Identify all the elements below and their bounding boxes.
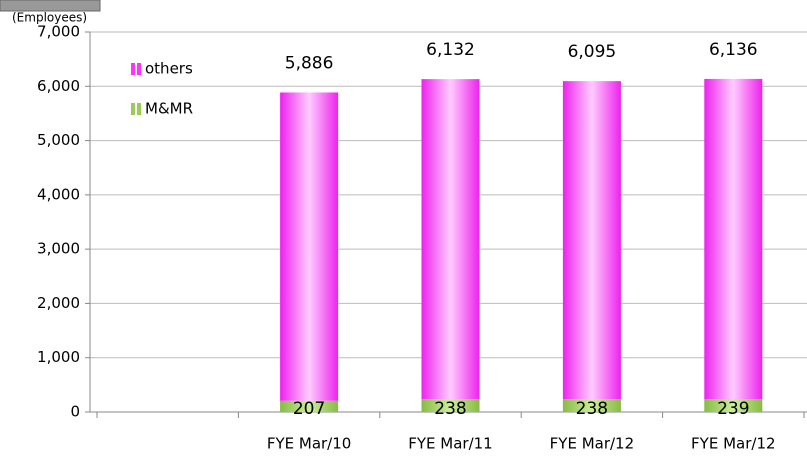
legend-swatch xyxy=(131,103,135,115)
y-tick-label: 4,000 xyxy=(37,185,80,203)
bar-segment xyxy=(562,81,621,400)
bar-segment xyxy=(562,399,621,412)
x-tick-label: FYE Mar/10 xyxy=(267,435,351,453)
y-tick-label: 6,000 xyxy=(37,77,80,95)
y-tick-label: 3,000 xyxy=(37,240,80,258)
value-label: 207 xyxy=(293,399,325,419)
y-tick-label: 5,000 xyxy=(37,131,80,149)
legend-swatch xyxy=(137,103,141,115)
x-tick-label: FYE Mar/12 xyxy=(550,435,634,453)
total-label: 6,136 xyxy=(709,40,758,60)
x-tick-label: FYE Mar/11 xyxy=(408,435,492,453)
y-tick-label: 0 xyxy=(70,403,80,421)
bar-segment xyxy=(421,399,480,412)
y-tick-label: 7,000 xyxy=(37,23,80,41)
total-label: 5,886 xyxy=(285,53,334,73)
y-tick-label: 1,000 xyxy=(37,348,80,366)
x-tick-label: FYE Mar/12 xyxy=(691,435,775,453)
bar-segment xyxy=(280,400,339,412)
total-label: 6,132 xyxy=(426,40,475,60)
y-tick-label: 2,000 xyxy=(37,294,80,312)
total-label: 6,095 xyxy=(568,42,617,62)
header-decoration xyxy=(0,0,101,12)
value-label: 239 xyxy=(717,399,749,419)
legend-swatch xyxy=(137,63,141,75)
y-unit-label: (Employees) xyxy=(12,11,87,25)
bar-segment xyxy=(704,399,763,412)
bar-segment xyxy=(280,92,339,401)
bar-segment xyxy=(704,78,763,400)
value-label: 238 xyxy=(434,399,466,419)
legend-label: others xyxy=(145,60,193,78)
legend-label: M&MR xyxy=(145,100,193,118)
legend-swatch xyxy=(131,63,135,75)
value-label: 238 xyxy=(576,399,608,419)
bar-segment xyxy=(421,79,480,400)
